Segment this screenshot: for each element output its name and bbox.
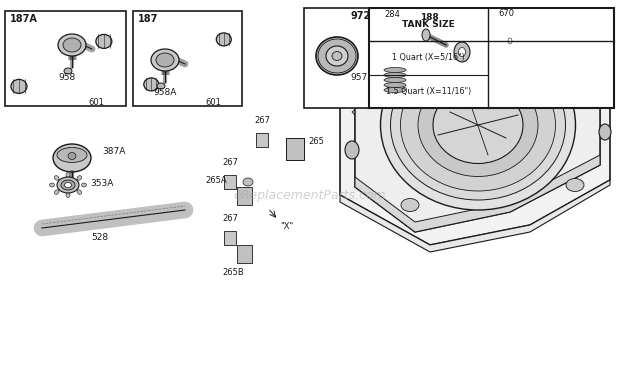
Text: eReplacementParts.com: eReplacementParts.com <box>234 188 386 201</box>
Polygon shape <box>352 35 605 115</box>
Ellipse shape <box>243 178 253 186</box>
Ellipse shape <box>156 53 174 67</box>
Ellipse shape <box>401 59 556 191</box>
Ellipse shape <box>63 38 81 52</box>
Ellipse shape <box>64 68 72 74</box>
Text: 267: 267 <box>222 214 238 223</box>
Ellipse shape <box>381 40 575 210</box>
Ellipse shape <box>55 176 59 180</box>
Ellipse shape <box>384 68 406 73</box>
Ellipse shape <box>454 42 470 62</box>
Ellipse shape <box>61 180 75 190</box>
Ellipse shape <box>77 176 82 180</box>
Ellipse shape <box>345 141 359 159</box>
Text: 972: 972 <box>351 11 371 21</box>
Text: "X": "X" <box>280 222 293 231</box>
Ellipse shape <box>376 55 394 68</box>
Ellipse shape <box>53 144 91 172</box>
Bar <box>224 231 236 245</box>
Ellipse shape <box>50 183 55 187</box>
Ellipse shape <box>157 83 165 89</box>
Ellipse shape <box>144 78 159 91</box>
Text: 601: 601 <box>88 98 104 108</box>
Ellipse shape <box>387 49 397 61</box>
Ellipse shape <box>384 82 406 87</box>
Text: 265A: 265A <box>205 176 227 185</box>
Text: 957: 957 <box>350 73 367 82</box>
Text: 267: 267 <box>222 158 238 167</box>
Bar <box>256 133 268 147</box>
Ellipse shape <box>422 29 430 41</box>
Text: 353A: 353A <box>90 179 113 188</box>
Polygon shape <box>340 180 610 252</box>
Text: 387A: 387A <box>102 147 125 157</box>
Ellipse shape <box>508 38 512 44</box>
Polygon shape <box>355 30 600 232</box>
Ellipse shape <box>384 87 406 92</box>
Ellipse shape <box>401 198 419 212</box>
Ellipse shape <box>66 173 70 177</box>
Text: 187A: 187A <box>10 14 38 24</box>
Bar <box>304 8 376 108</box>
Ellipse shape <box>151 49 179 71</box>
Text: 265B: 265B <box>222 268 244 277</box>
Ellipse shape <box>216 33 231 46</box>
Ellipse shape <box>77 190 82 194</box>
Bar <box>5 11 126 106</box>
Text: 187: 187 <box>138 14 159 24</box>
Ellipse shape <box>64 182 71 187</box>
Ellipse shape <box>66 193 70 198</box>
Text: 670: 670 <box>498 9 514 18</box>
Ellipse shape <box>459 48 466 57</box>
Bar <box>416 10 474 82</box>
Ellipse shape <box>57 147 87 163</box>
Ellipse shape <box>505 35 515 48</box>
Text: 1.5 Quart (X=11/16"): 1.5 Quart (X=11/16") <box>386 87 471 96</box>
Text: 958A: 958A <box>153 88 177 97</box>
Ellipse shape <box>418 73 538 176</box>
Text: 284: 284 <box>384 10 400 19</box>
Ellipse shape <box>68 152 76 160</box>
Ellipse shape <box>546 43 564 57</box>
Ellipse shape <box>55 190 59 194</box>
Ellipse shape <box>58 34 86 56</box>
Bar <box>224 175 236 189</box>
Ellipse shape <box>318 39 356 73</box>
Ellipse shape <box>381 65 409 85</box>
Ellipse shape <box>57 177 79 193</box>
Bar <box>369 8 614 108</box>
Ellipse shape <box>81 183 87 187</box>
Ellipse shape <box>566 179 584 192</box>
Ellipse shape <box>384 78 406 82</box>
Ellipse shape <box>433 87 523 163</box>
Bar <box>286 138 304 160</box>
Ellipse shape <box>391 50 565 200</box>
Text: 267: 267 <box>254 116 270 125</box>
Ellipse shape <box>332 52 342 60</box>
Ellipse shape <box>316 37 358 75</box>
Ellipse shape <box>96 35 112 48</box>
Text: 265: 265 <box>308 138 324 147</box>
Text: 528: 528 <box>91 233 108 242</box>
Text: TANK SIZE: TANK SIZE <box>402 20 454 29</box>
Bar <box>237 245 252 263</box>
Bar <box>133 11 242 106</box>
Polygon shape <box>355 155 600 232</box>
Text: 601: 601 <box>206 98 222 108</box>
Text: 958: 958 <box>58 73 76 82</box>
Text: 188: 188 <box>420 13 439 22</box>
Polygon shape <box>355 40 600 222</box>
Bar <box>237 187 252 205</box>
Ellipse shape <box>384 73 406 78</box>
Ellipse shape <box>599 124 611 140</box>
Polygon shape <box>340 20 610 245</box>
Text: 1 Quart (X=5/16"): 1 Quart (X=5/16") <box>392 53 464 62</box>
Ellipse shape <box>11 79 27 93</box>
Ellipse shape <box>326 46 348 66</box>
